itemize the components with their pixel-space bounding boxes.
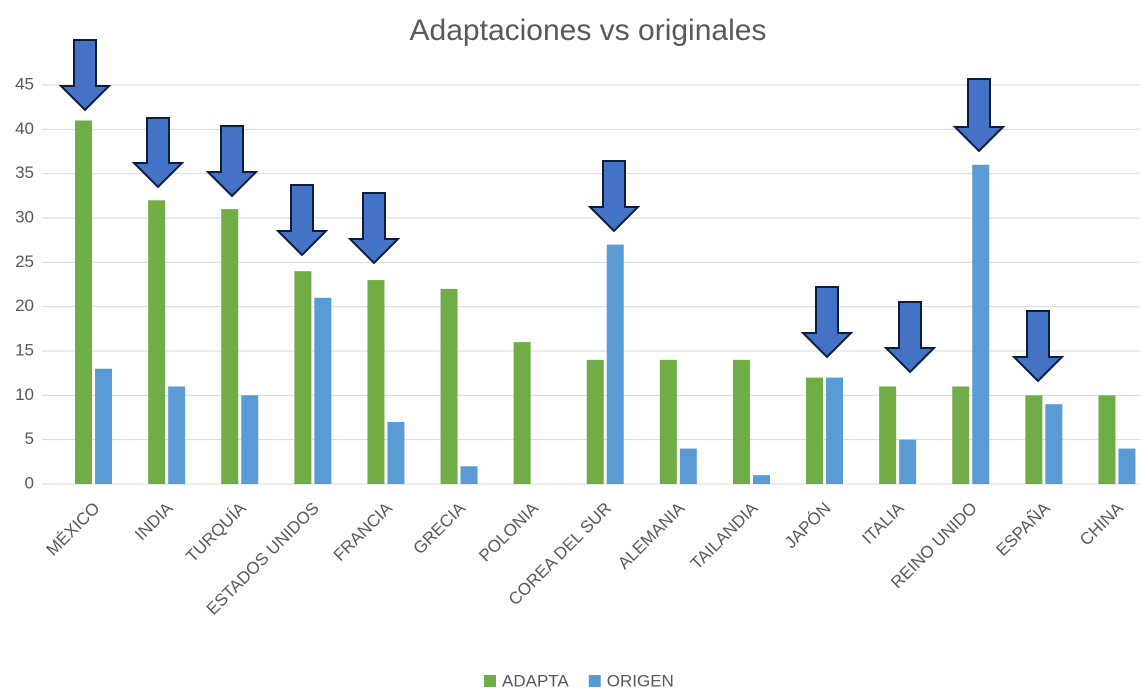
bar <box>460 466 478 484</box>
arrow-annotation <box>883 301 937 374</box>
bar <box>679 448 697 484</box>
x-tick-label: INDIA <box>131 498 177 544</box>
x-tick-label: MÉXICO <box>43 499 104 560</box>
x-tick-label: POLONIA <box>475 498 542 565</box>
bar <box>440 288 458 484</box>
arrow-annotation <box>275 184 329 257</box>
y-tick-label: 45 <box>15 74 34 93</box>
y-tick-label: 5 <box>25 429 34 448</box>
bar <box>148 200 166 484</box>
legend-swatch <box>588 675 601 687</box>
legend: ADAPTA ORIGEN <box>484 671 674 690</box>
arrow-annotation <box>1011 310 1065 383</box>
arrow-annotation <box>131 117 185 189</box>
bar <box>606 244 624 484</box>
bar <box>826 377 844 484</box>
x-tick-label: TAILANDIA <box>687 498 762 573</box>
arrow-annotation <box>800 286 854 359</box>
x-tick-label: JAPÓN <box>781 499 835 553</box>
bar <box>95 368 113 484</box>
arrow-annotation <box>587 160 641 233</box>
y-tick-label: 10 <box>15 385 34 404</box>
arrow-annotation <box>952 78 1006 153</box>
bar <box>972 164 990 485</box>
x-tick-label: FRANCIA <box>330 498 397 565</box>
y-tick-label: 30 <box>15 207 34 226</box>
y-tick-label: 20 <box>15 296 34 315</box>
bar <box>899 439 917 484</box>
bar <box>732 359 750 484</box>
legend-label: ADAPTA <box>502 671 569 690</box>
legend-label: ORIGEN <box>607 671 674 690</box>
bar <box>1025 395 1043 484</box>
x-tick-label: ESPAÑA <box>993 498 1055 560</box>
x-tick-label: ALEMANIA <box>614 498 689 573</box>
bar <box>294 271 312 484</box>
bar <box>513 342 531 484</box>
bar <box>752 475 770 484</box>
bar <box>221 209 239 484</box>
arrow-annotation <box>347 192 401 265</box>
y-tick-label: 40 <box>15 119 34 138</box>
bar <box>314 297 332 484</box>
bar <box>168 386 186 484</box>
legend-swatch <box>484 675 496 687</box>
y-tick-label: 15 <box>15 340 34 359</box>
bar <box>659 359 677 484</box>
bar <box>75 120 93 484</box>
chart-title: Adaptaciones vs originales <box>410 14 767 47</box>
x-tick-label: CHINA <box>1076 498 1127 549</box>
bar <box>806 377 824 484</box>
bar <box>952 386 970 484</box>
bar <box>879 386 897 484</box>
bar <box>586 359 604 484</box>
y-tick-label: 25 <box>15 252 34 271</box>
bar <box>387 421 405 484</box>
bar <box>1098 395 1116 484</box>
bar <box>241 395 259 484</box>
x-tick-label: TURQUÍA <box>182 498 250 566</box>
bar <box>1045 404 1063 484</box>
y-tick-label: 0 <box>25 473 34 492</box>
y-tick-label: 35 <box>15 163 34 182</box>
arrow-annotation <box>58 39 112 112</box>
arrow-annotation <box>205 125 259 198</box>
bar <box>1118 448 1136 484</box>
x-tick-label: ITALIA <box>858 498 908 548</box>
bar <box>367 280 385 484</box>
x-tick-label: GRECIA <box>410 498 470 558</box>
